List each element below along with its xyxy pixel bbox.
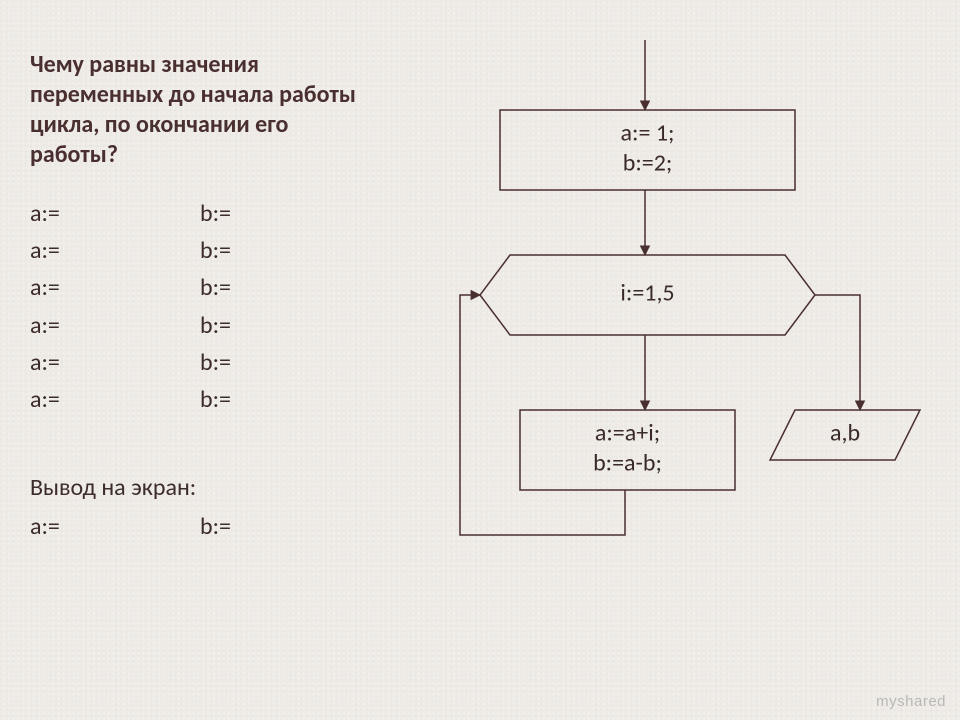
table-row: a:=b:= — [30, 508, 370, 545]
flowchart: a:= 1;b:=2; i:=1,5 a:=a+i;b:=a-b; a,b — [420, 40, 940, 600]
trace-table: a:=b:= a:=b:= a:=b:= a:=b:= a:=b:= a:=b:… — [30, 195, 370, 418]
output-heading: Вывод на экран: — [30, 470, 196, 506]
cell-b: b:= — [200, 232, 370, 269]
cell-a: a:= — [30, 344, 200, 381]
cell-a: a:= — [30, 269, 200, 306]
question-text: Чему равны значения переменных до начала… — [30, 50, 370, 170]
cell-b: b:= — [200, 508, 370, 545]
cell-a: a:= — [30, 232, 200, 269]
cell-b: b:= — [200, 344, 370, 381]
svg-text:i:=1,5: i:=1,5 — [620, 279, 674, 308]
cell-b: b:= — [200, 307, 370, 344]
table-row: a:=b:= — [30, 381, 370, 418]
cell-a: a:= — [30, 508, 200, 545]
svg-text:a:= 1;: a:= 1; — [621, 119, 675, 148]
svg-text:a:=a+i;: a:=a+i; — [595, 419, 660, 448]
cell-a: a:= — [30, 381, 200, 418]
cell-a: a:= — [30, 307, 200, 344]
flow-nodes: a:= 1;b:=2; i:=1,5 a:=a+i;b:=a-b; a,b — [480, 110, 920, 490]
svg-text:b:=a-b;: b:=a-b; — [593, 449, 662, 478]
table-row: a:=b:= — [30, 344, 370, 381]
watermark: myshared — [876, 693, 946, 710]
svg-text:a,b: a,b — [830, 419, 860, 448]
table-row: a:=b:= — [30, 195, 370, 232]
table-row: a:=b:= — [30, 232, 370, 269]
table-row: a:=b:= — [30, 307, 370, 344]
table-row: a:=b:= — [30, 269, 370, 306]
cell-a: a:= — [30, 195, 200, 232]
cell-b: b:= — [200, 195, 370, 232]
cell-b: b:= — [200, 381, 370, 418]
output-row: a:=b:= — [30, 508, 370, 545]
cell-b: b:= — [200, 269, 370, 306]
svg-text:b:=2;: b:=2; — [623, 149, 673, 178]
